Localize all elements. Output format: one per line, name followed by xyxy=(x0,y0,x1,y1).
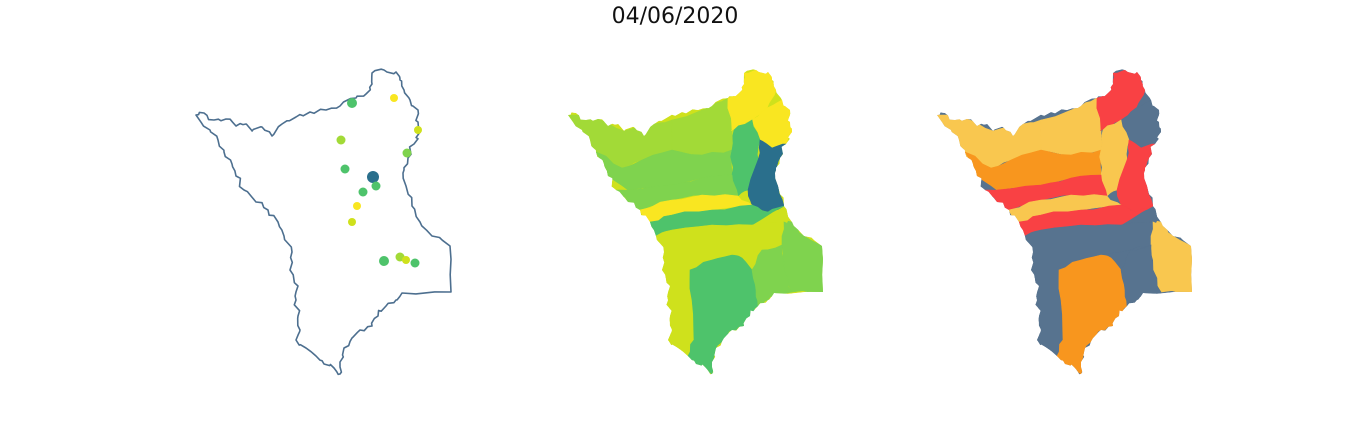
stations-map-panel xyxy=(195,68,452,376)
region-b xyxy=(1040,97,1103,156)
station-point xyxy=(367,171,379,183)
station-point xyxy=(410,258,420,268)
station-point xyxy=(336,135,346,145)
state-outline xyxy=(195,68,452,376)
continuous-choropleth-panel xyxy=(568,69,823,375)
region-l xyxy=(687,254,759,375)
station-point xyxy=(414,126,422,134)
station-point xyxy=(371,181,381,191)
station-point xyxy=(402,256,410,264)
map-title: 04/06/2020 xyxy=(611,4,739,29)
region-l xyxy=(1056,254,1128,375)
station-point xyxy=(402,148,412,158)
categorical-choropleth-panel xyxy=(937,69,1192,375)
region-g xyxy=(1116,139,1156,213)
station-point xyxy=(390,94,398,102)
station-point xyxy=(353,202,361,210)
station-point xyxy=(358,187,368,197)
station-point xyxy=(347,98,357,108)
station-point xyxy=(379,256,389,266)
region-b xyxy=(671,97,734,156)
region-g xyxy=(747,139,787,213)
station-point xyxy=(348,218,356,226)
station-point xyxy=(340,164,350,174)
